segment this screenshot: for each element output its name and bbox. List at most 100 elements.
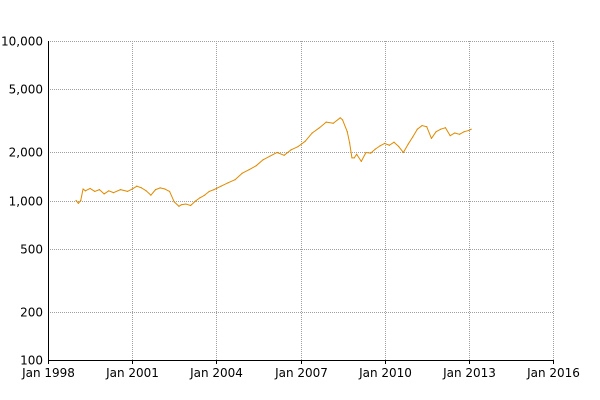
data-point bbox=[185, 203, 187, 205]
data-point bbox=[204, 194, 206, 196]
data-point bbox=[131, 188, 133, 190]
data-point bbox=[145, 190, 147, 192]
data-point bbox=[290, 149, 292, 151]
data-point bbox=[426, 126, 428, 128]
data-point bbox=[379, 145, 381, 147]
data-point bbox=[94, 190, 96, 193]
data-point bbox=[119, 189, 122, 191]
data-point bbox=[103, 193, 105, 195]
data-point bbox=[444, 127, 447, 129]
data-point bbox=[140, 187, 143, 189]
data-point bbox=[84, 190, 87, 192]
y-tick-label: 500 bbox=[20, 243, 43, 257]
series-line bbox=[75, 117, 472, 207]
x-tick-label: Jan 1998 bbox=[21, 366, 75, 380]
data-point bbox=[262, 159, 264, 161]
data-point bbox=[440, 128, 442, 130]
data-point bbox=[159, 187, 161, 189]
data-point bbox=[332, 122, 334, 124]
data-point bbox=[370, 152, 372, 154]
x-tick-label: Jan 2010 bbox=[358, 366, 412, 380]
data-point bbox=[164, 188, 166, 190]
data-point bbox=[190, 204, 192, 207]
data-point bbox=[98, 189, 101, 191]
data-point bbox=[365, 151, 367, 154]
data-point bbox=[75, 199, 77, 202]
data-point bbox=[374, 148, 376, 150]
data-point bbox=[213, 189, 215, 191]
data-point bbox=[304, 140, 306, 142]
data-point bbox=[234, 179, 236, 181]
data-point bbox=[346, 131, 348, 133]
data-point bbox=[353, 157, 355, 159]
data-point bbox=[463, 131, 465, 133]
data-point bbox=[388, 144, 390, 146]
data-point bbox=[180, 204, 182, 206]
data-point bbox=[283, 154, 285, 156]
data-point bbox=[108, 190, 110, 192]
axes bbox=[48, 41, 554, 364]
data-point bbox=[458, 133, 461, 135]
data-point bbox=[407, 143, 409, 145]
x-tick-label: Jan 2007 bbox=[274, 366, 328, 380]
grid bbox=[48, 41, 554, 361]
data-point bbox=[168, 190, 171, 193]
data-point bbox=[318, 127, 320, 129]
data-point bbox=[136, 185, 138, 187]
x-tick-labels: Jan 1998 Jan 2001 Jan 2004 Jan 2007 Jan 2010… bbox=[21, 366, 580, 380]
data-point bbox=[276, 151, 278, 154]
data-point bbox=[173, 201, 175, 203]
data-point bbox=[199, 197, 201, 199]
x-tick-label: Jan 2016 bbox=[526, 366, 580, 380]
data-point bbox=[393, 141, 395, 143]
data-point bbox=[297, 145, 299, 148]
data-point bbox=[269, 155, 271, 157]
y-tick-label: 10,000 bbox=[1, 35, 43, 49]
data-point bbox=[227, 182, 229, 184]
data-point bbox=[412, 136, 414, 138]
data-point bbox=[449, 135, 451, 137]
x-tick-label: Jan 2004 bbox=[189, 366, 243, 380]
data-point bbox=[89, 187, 91, 190]
data-point bbox=[349, 142, 351, 144]
x-tick-label: Jan 2013 bbox=[442, 366, 496, 380]
y-tick-label: 2,000 bbox=[9, 146, 43, 160]
data-point bbox=[241, 172, 243, 174]
y-tick-label: 200 bbox=[20, 306, 43, 320]
y-tick-label: 5,000 bbox=[9, 83, 43, 97]
data-point bbox=[77, 202, 79, 204]
data-point bbox=[154, 189, 157, 191]
y-tick-label: 1,000 bbox=[9, 195, 43, 209]
data-point bbox=[468, 129, 470, 132]
data-point bbox=[384, 142, 386, 145]
data-point bbox=[351, 157, 353, 159]
data-point bbox=[398, 145, 400, 148]
data-point bbox=[150, 194, 152, 196]
y-tick-label: 100 bbox=[20, 354, 43, 368]
data-point bbox=[430, 137, 433, 140]
data-point bbox=[112, 192, 115, 194]
data-point bbox=[339, 117, 341, 119]
data-point bbox=[416, 128, 418, 130]
data-point bbox=[435, 131, 437, 133]
x-tick-label: Jan 2001 bbox=[105, 366, 159, 380]
data-point bbox=[470, 128, 472, 130]
y-tick-labels: 10,000 5,000 2,000 1,000 500 200 100 bbox=[1, 35, 43, 368]
data-point bbox=[194, 200, 196, 202]
data-point bbox=[178, 205, 180, 207]
data-point bbox=[311, 132, 313, 134]
data-point bbox=[208, 190, 210, 193]
data-point bbox=[360, 160, 362, 162]
data-point bbox=[80, 199, 82, 202]
data-point bbox=[341, 119, 344, 121]
data-point bbox=[454, 132, 456, 134]
data-point bbox=[248, 169, 250, 171]
series-layer bbox=[75, 117, 472, 207]
data-point bbox=[421, 124, 423, 127]
data-point bbox=[356, 153, 358, 155]
data-point bbox=[402, 151, 404, 154]
data-point bbox=[255, 165, 257, 167]
data-point bbox=[220, 185, 222, 187]
data-point bbox=[325, 121, 327, 123]
